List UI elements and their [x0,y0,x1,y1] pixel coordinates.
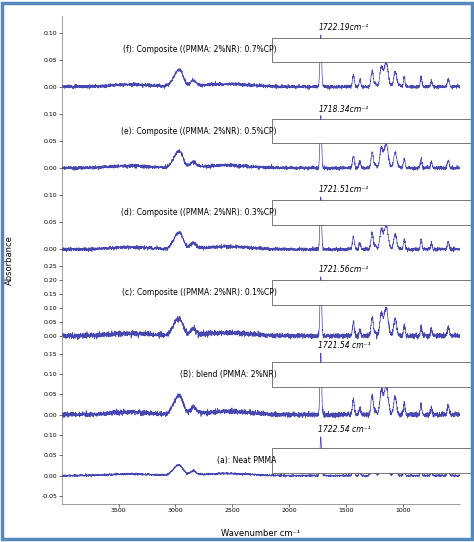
Text: 1721.54 cm⁻¹: 1721.54 cm⁻¹ [319,341,371,350]
Text: (B): blend (PMMA: 2%NR): (B): blend (PMMA: 2%NR) [180,370,277,379]
Text: 1722.19cm⁻¹: 1722.19cm⁻¹ [319,23,369,32]
Text: (f): Composite ((PMMA: 2%NR): 0.7%CP): (f): Composite ((PMMA: 2%NR): 0.7%CP) [123,45,277,54]
Text: Wavenumber cm⁻¹: Wavenumber cm⁻¹ [221,530,301,538]
FancyBboxPatch shape [272,37,474,62]
Text: Absorbance: Absorbance [5,235,14,285]
Text: 1721.51cm⁻¹: 1721.51cm⁻¹ [319,185,369,193]
Text: 1718.34cm⁻¹: 1718.34cm⁻¹ [319,105,369,114]
Text: (a): Neat PMMA: (a): Neat PMMA [217,456,277,465]
Text: (e): Composite ((PMMA: 2%NR): 0.5%CP): (e): Composite ((PMMA: 2%NR): 0.5%CP) [121,126,277,136]
Text: (c): Composite ((PMMA: 2%NR): 0.1%CP): (c): Composite ((PMMA: 2%NR): 0.1%CP) [122,288,277,297]
FancyBboxPatch shape [272,448,474,473]
FancyBboxPatch shape [272,119,474,143]
Text: 1721.56cm⁻¹: 1721.56cm⁻¹ [319,264,369,274]
FancyBboxPatch shape [272,280,474,305]
FancyBboxPatch shape [272,200,474,224]
Text: 1722.54 cm⁻¹: 1722.54 cm⁻¹ [319,425,371,434]
Text: (d): Composite ((PMMA: 2%NR): 0.3%CP): (d): Composite ((PMMA: 2%NR): 0.3%CP) [121,208,277,217]
FancyBboxPatch shape [272,362,474,386]
